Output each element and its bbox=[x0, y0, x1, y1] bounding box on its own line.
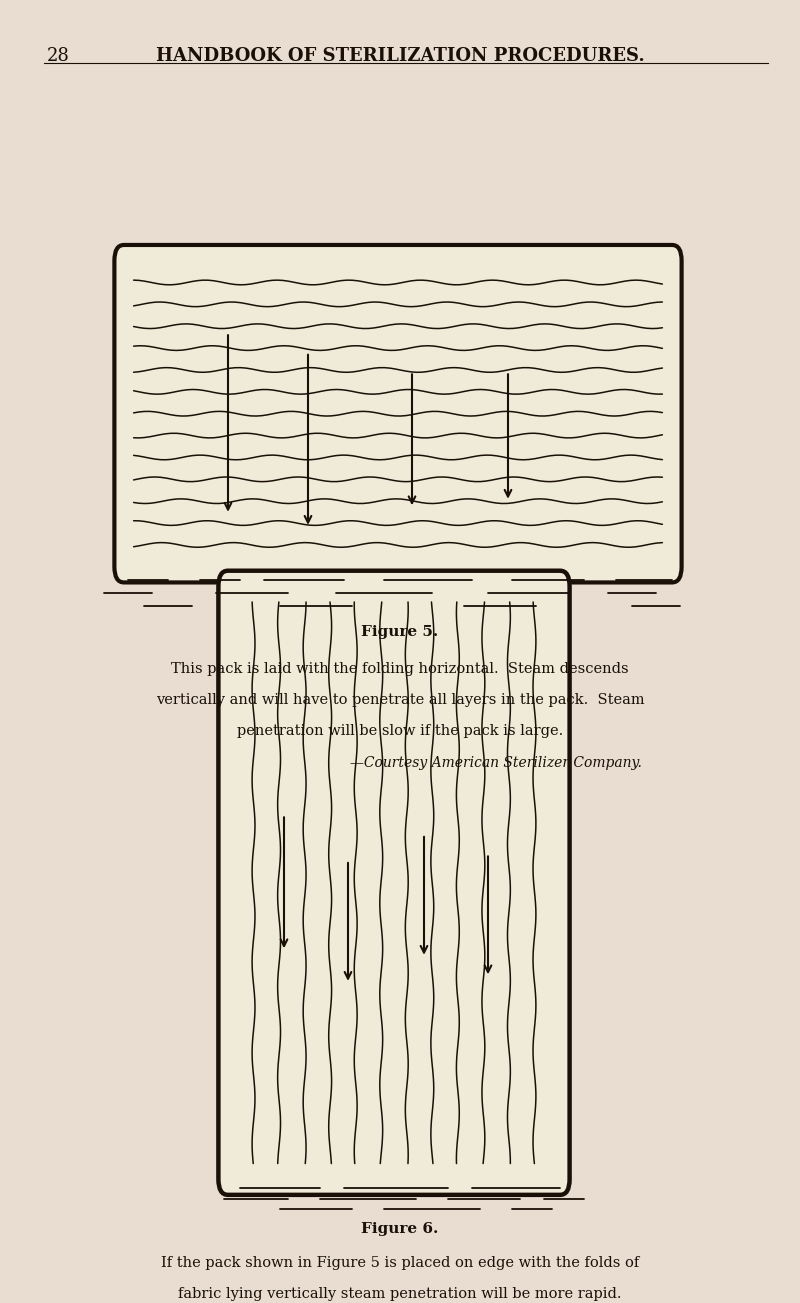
Text: Figure 5.: Figure 5. bbox=[362, 625, 438, 640]
Text: —Courtesy American Sterilizer Company.: —Courtesy American Sterilizer Company. bbox=[350, 756, 642, 770]
Text: vertically and will have to penetrate all layers in the pack.  Steam: vertically and will have to penetrate al… bbox=[156, 693, 644, 708]
Text: penetration will be slow if the pack is large.: penetration will be slow if the pack is … bbox=[237, 724, 563, 739]
FancyBboxPatch shape bbox=[114, 245, 682, 582]
Text: fabric lying vertically steam penetration will be more rapid.: fabric lying vertically steam penetratio… bbox=[178, 1287, 622, 1302]
Text: Figure 6.: Figure 6. bbox=[362, 1222, 438, 1237]
FancyBboxPatch shape bbox=[218, 571, 570, 1195]
Text: 28: 28 bbox=[46, 47, 70, 65]
Text: If the pack shown in Figure 5 is placed on edge with the folds of: If the pack shown in Figure 5 is placed … bbox=[161, 1256, 639, 1270]
Text: HANDBOOK OF STERILIZATION PROCEDURES.: HANDBOOK OF STERILIZATION PROCEDURES. bbox=[156, 47, 644, 65]
Text: This pack is laid with the folding horizontal.  Steam descends: This pack is laid with the folding horiz… bbox=[171, 662, 629, 676]
